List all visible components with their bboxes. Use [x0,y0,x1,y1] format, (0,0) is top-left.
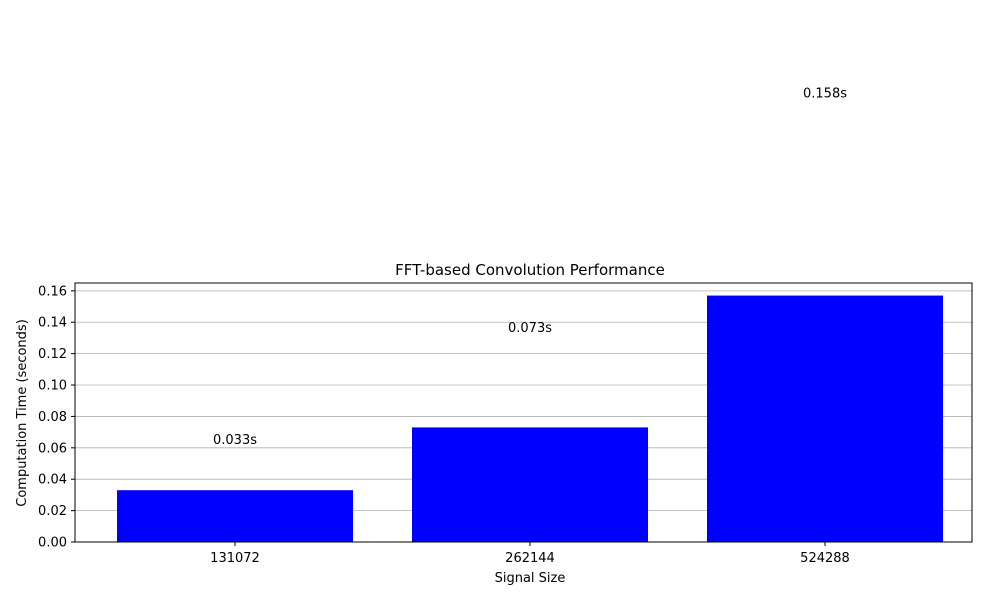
y-tick-label: 0.02 [38,504,67,519]
y-tick-label: 0.16 [38,284,67,299]
x-axis-ticks: 131072 262144 524288 [210,542,850,566]
x-axis-label: Signal Size [495,571,566,586]
x-tick-label: 131072 [210,551,260,566]
bar-value-label: 0.033s [213,433,257,448]
y-axis-label: Computation Time (seconds) [15,319,30,507]
chart-title: FFT-based Convolution Performance [395,261,665,279]
y-tick-label: 0.06 [38,441,67,456]
x-tick-label: 262144 [505,551,555,566]
y-tick-label: 0.14 [38,316,67,331]
bar [117,490,353,542]
bars [117,295,943,542]
bar-value-label: 0.073s [508,321,552,336]
y-tick-label: 0.10 [38,379,67,394]
y-tick-label: 0.04 [38,473,67,488]
bar-value-labels: 0.033s 0.073s 0.158s [213,86,847,447]
bar [707,295,943,542]
plot-area-frame [74,282,973,543]
y-tick-label: 0.00 [38,536,67,551]
y-tick-label: 0.08 [38,410,67,425]
y-tick-label: 0.12 [38,347,67,362]
x-tick-label: 524288 [800,551,850,566]
y-axis-ticks: 0.00 0.02 0.04 0.06 0.08 0.10 0.12 0.14 0.16 [38,284,75,551]
bar [412,427,648,542]
bar-value-label: 0.158s [803,86,847,101]
